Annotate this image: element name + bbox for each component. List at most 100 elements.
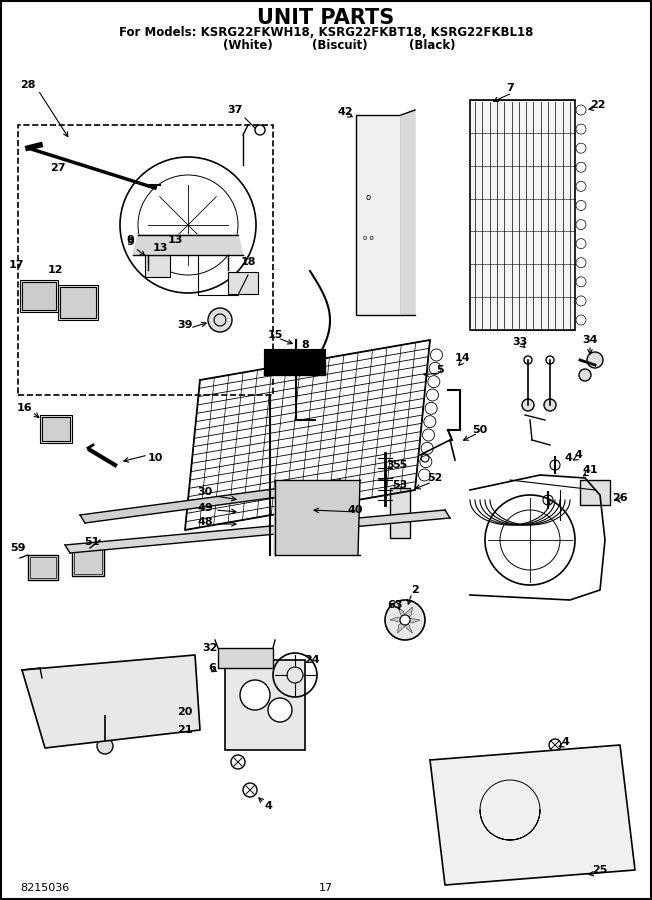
Polygon shape <box>402 607 413 620</box>
Bar <box>40 415 72 443</box>
Text: 63: 63 <box>387 600 403 610</box>
Text: 13: 13 <box>168 235 183 245</box>
Bar <box>580 480 610 505</box>
Bar <box>42 417 70 441</box>
Text: 28: 28 <box>20 80 36 90</box>
Polygon shape <box>430 745 635 885</box>
Circle shape <box>549 739 561 751</box>
Bar <box>20 280 58 312</box>
Text: 13: 13 <box>153 243 168 253</box>
Text: 40: 40 <box>348 505 363 515</box>
Text: 50: 50 <box>473 425 488 435</box>
Text: 32: 32 <box>202 643 218 653</box>
Text: 39: 39 <box>177 320 193 330</box>
Text: 27: 27 <box>50 163 66 173</box>
Polygon shape <box>22 655 200 748</box>
Text: 9: 9 <box>126 235 134 245</box>
Bar <box>390 488 410 538</box>
Text: 34: 34 <box>582 335 598 345</box>
Text: 55: 55 <box>393 460 408 470</box>
Text: 8: 8 <box>301 340 309 350</box>
Text: 51: 51 <box>84 537 100 547</box>
Text: (Biscuit): (Biscuit) <box>312 39 368 51</box>
Polygon shape <box>404 617 420 623</box>
Polygon shape <box>65 510 450 553</box>
Text: 12: 12 <box>47 265 63 275</box>
Bar <box>22 282 56 310</box>
Bar <box>145 255 170 277</box>
Text: 9: 9 <box>126 237 134 247</box>
Text: 2: 2 <box>411 585 419 595</box>
Text: (White): (White) <box>223 39 273 51</box>
Text: 41: 41 <box>582 465 598 475</box>
Circle shape <box>544 399 556 411</box>
Text: 33: 33 <box>512 337 527 347</box>
Polygon shape <box>133 235 243 255</box>
Bar <box>218 648 273 668</box>
Text: 18: 18 <box>240 257 256 267</box>
Polygon shape <box>390 617 406 623</box>
Text: 49: 49 <box>197 503 213 513</box>
Circle shape <box>522 399 534 411</box>
Circle shape <box>240 680 270 710</box>
Bar <box>74 550 102 574</box>
Text: 21: 21 <box>177 725 193 735</box>
Bar <box>228 272 258 294</box>
Polygon shape <box>401 110 415 315</box>
Text: 10: 10 <box>147 453 163 463</box>
Text: 4: 4 <box>561 737 569 747</box>
Text: 8215036: 8215036 <box>20 883 69 893</box>
Text: 53: 53 <box>393 480 408 490</box>
Polygon shape <box>80 480 345 523</box>
Circle shape <box>208 308 232 332</box>
Polygon shape <box>405 620 413 633</box>
Circle shape <box>400 615 410 625</box>
Text: 52: 52 <box>427 473 443 483</box>
Text: 16: 16 <box>17 403 33 413</box>
Polygon shape <box>398 620 408 633</box>
Circle shape <box>579 369 591 381</box>
Text: 3: 3 <box>386 460 394 470</box>
Text: 20: 20 <box>177 707 193 717</box>
Text: UNIT PARTS: UNIT PARTS <box>258 8 394 28</box>
Text: o o: o o <box>363 235 374 241</box>
Circle shape <box>268 698 292 722</box>
Circle shape <box>97 738 113 754</box>
Circle shape <box>243 783 257 797</box>
Text: 25: 25 <box>592 865 608 875</box>
Circle shape <box>231 755 245 769</box>
Bar <box>18 125 273 395</box>
Text: 42: 42 <box>337 107 353 117</box>
Text: 4: 4 <box>574 450 582 460</box>
Text: 22: 22 <box>590 100 606 110</box>
Text: 4: 4 <box>564 453 572 463</box>
Text: 7: 7 <box>506 83 514 93</box>
Text: 26: 26 <box>612 493 628 503</box>
Text: 4: 4 <box>264 801 272 811</box>
Text: 17: 17 <box>8 260 23 270</box>
Circle shape <box>385 600 425 640</box>
Bar <box>60 287 96 318</box>
Text: o: o <box>365 193 370 202</box>
Bar <box>58 285 98 320</box>
Text: 6: 6 <box>208 663 216 673</box>
Bar <box>72 548 104 576</box>
Text: 37: 37 <box>228 105 243 115</box>
Circle shape <box>587 352 603 368</box>
Text: 5: 5 <box>436 365 444 375</box>
Text: For Models: KSRG22FKWH18, KSRG22FKBT18, KSRG22FKBL18: For Models: KSRG22FKWH18, KSRG22FKBT18, … <box>119 26 533 40</box>
Bar <box>225 660 305 750</box>
Text: 59: 59 <box>10 543 25 553</box>
Text: 48: 48 <box>197 517 213 527</box>
Text: 17: 17 <box>319 883 333 893</box>
Text: 24: 24 <box>304 655 320 665</box>
Bar <box>356 115 401 315</box>
Text: 30: 30 <box>198 487 213 497</box>
Text: 15: 15 <box>267 330 283 340</box>
Bar <box>470 100 575 330</box>
Polygon shape <box>273 480 360 555</box>
Text: 14: 14 <box>454 353 470 363</box>
Bar <box>28 555 58 580</box>
Polygon shape <box>398 607 405 620</box>
Text: (Black): (Black) <box>409 39 455 51</box>
